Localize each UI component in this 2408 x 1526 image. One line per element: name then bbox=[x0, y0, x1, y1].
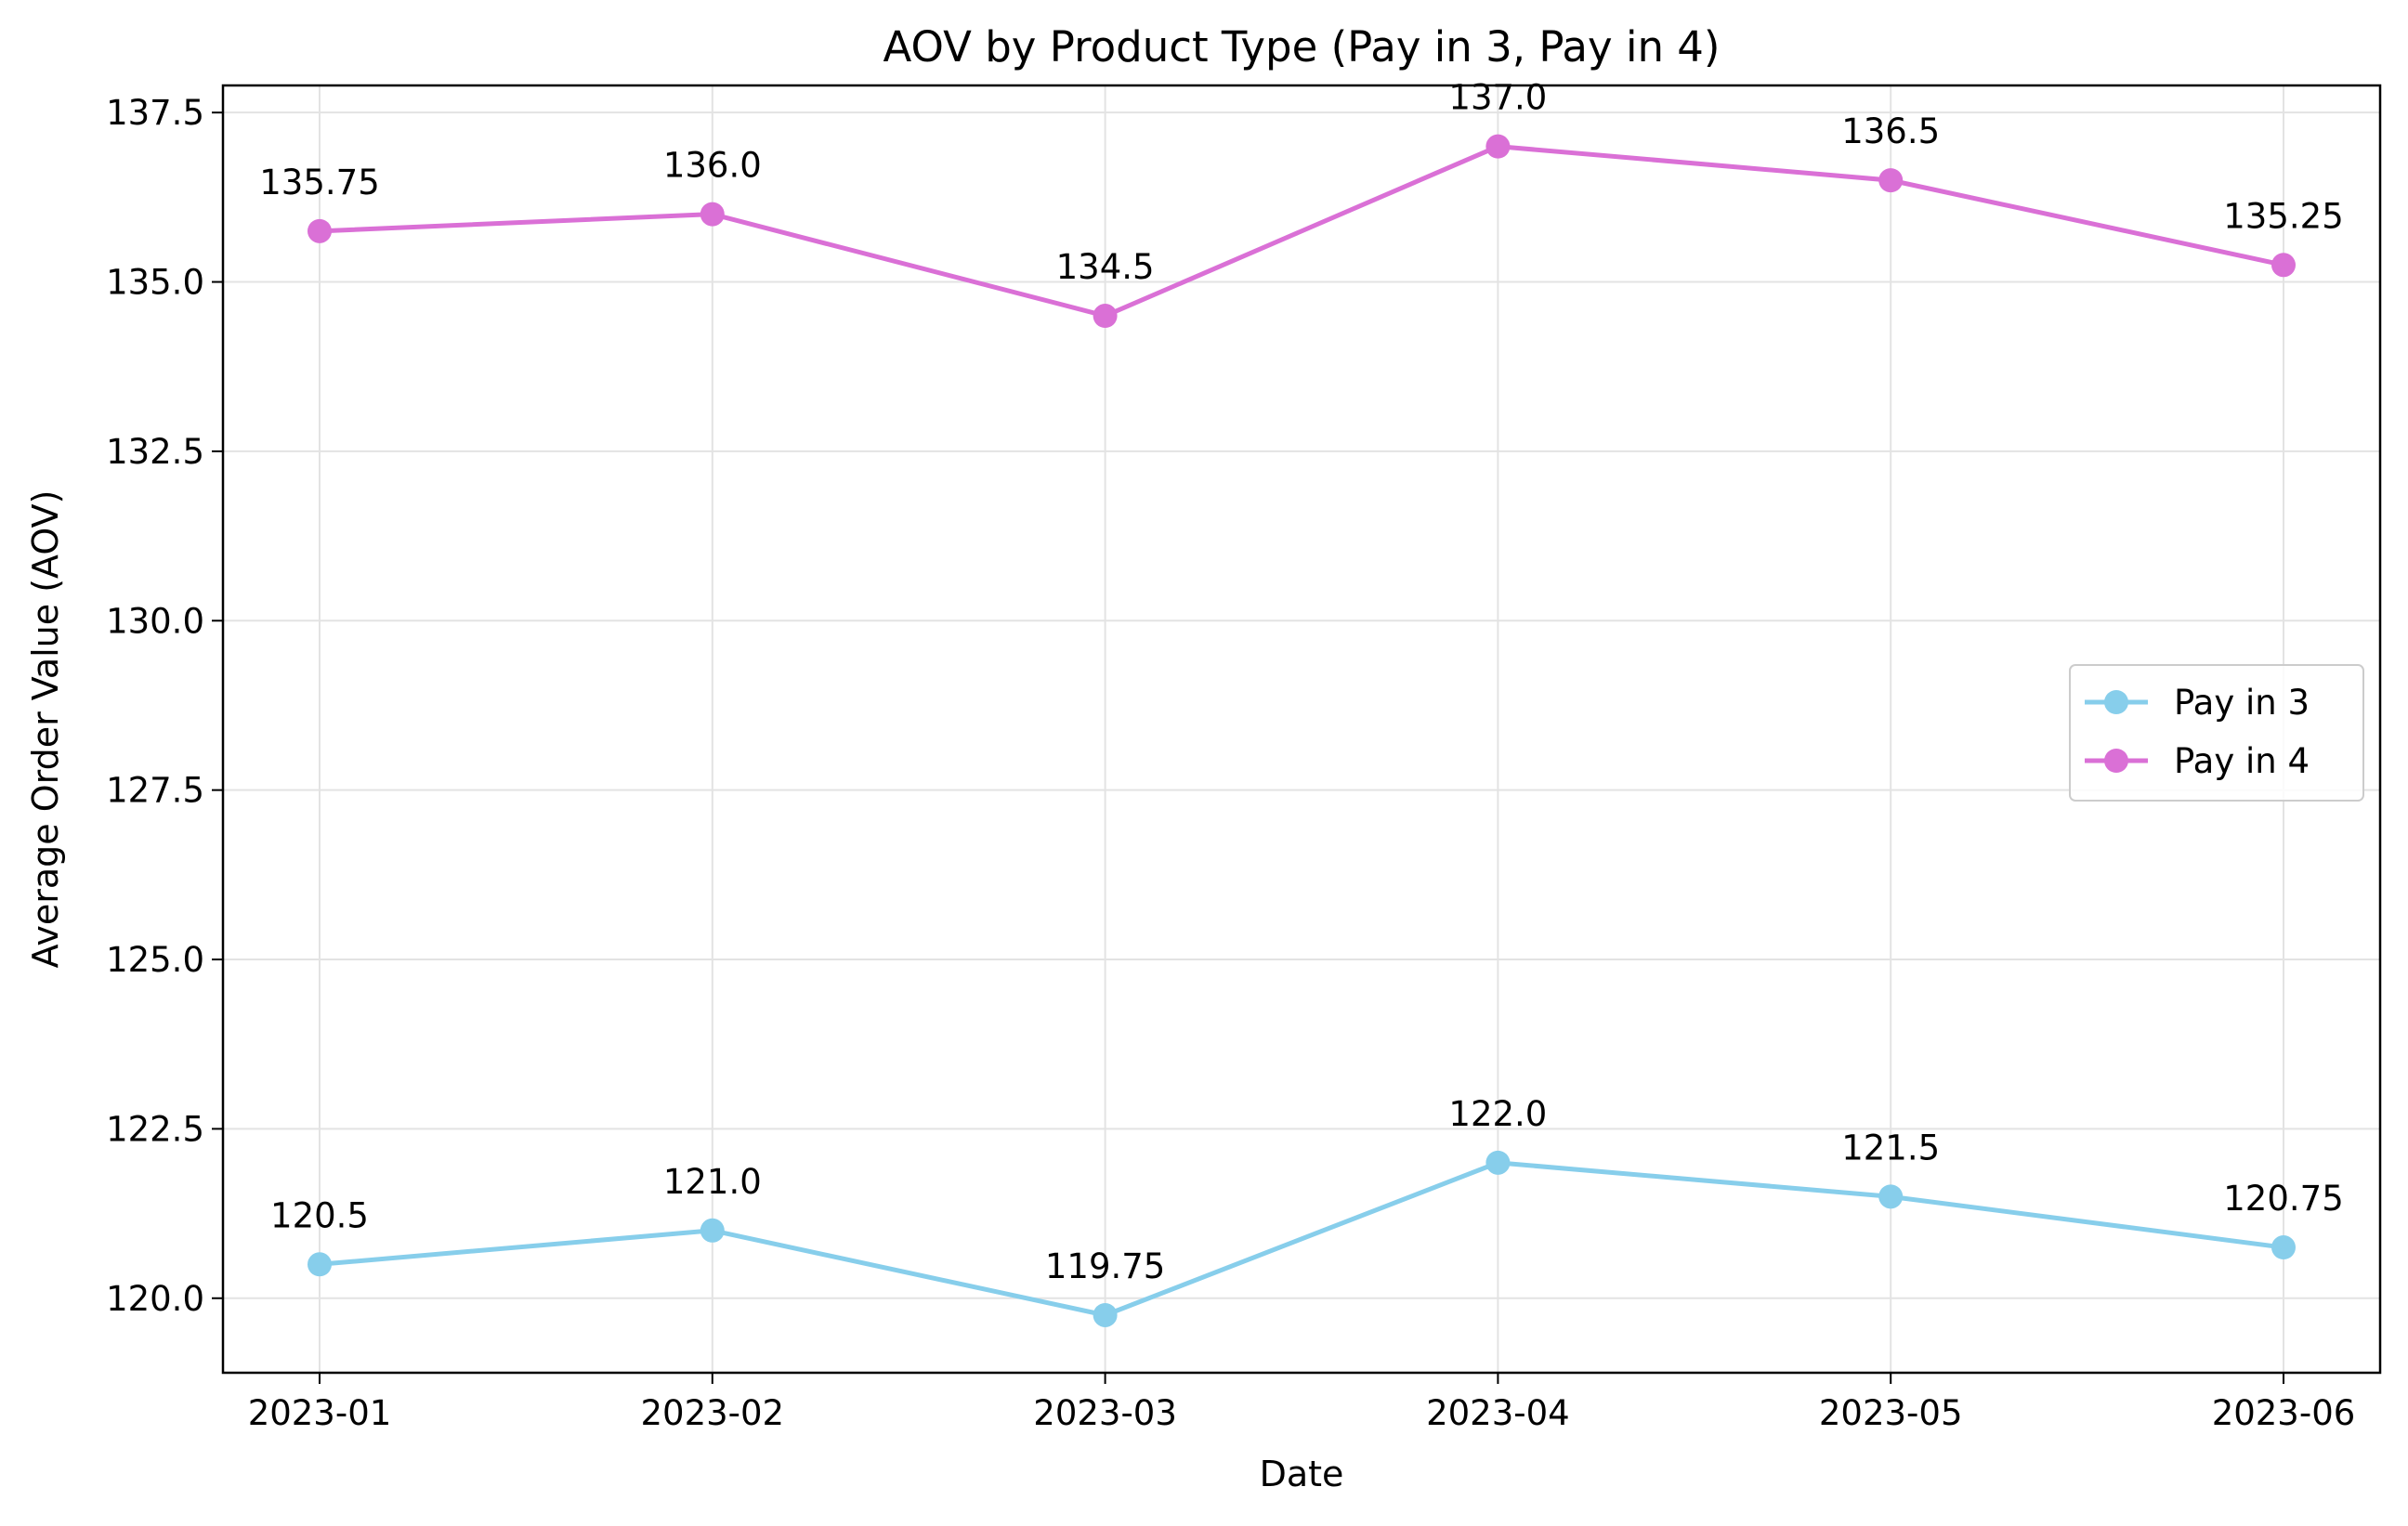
data-point-pay-in-4 bbox=[1485, 134, 1511, 159]
data-point-pay-in-4 bbox=[2271, 253, 2296, 278]
legend-marker-pay-in-4 bbox=[2104, 749, 2128, 773]
chart-title: AOV by Product Type (Pay in 3, Pay in 4) bbox=[883, 22, 1721, 72]
series-line-pay-in-4 bbox=[319, 144, 2284, 319]
data-label-pay-in-4: 136.0 bbox=[663, 146, 762, 186]
y-tick-label: 120.0 bbox=[106, 1279, 204, 1319]
y-tick-label: 135.0 bbox=[106, 263, 204, 303]
grid-layer bbox=[223, 85, 2380, 1373]
x-tick-label: 2023-06 bbox=[2212, 1393, 2356, 1433]
y-tick-label: 127.5 bbox=[106, 771, 204, 811]
y-tick-label: 125.0 bbox=[106, 940, 204, 980]
y-axis-label: Average Order Value (AOV) bbox=[25, 490, 66, 969]
data-label-pay-in-3: 121.5 bbox=[1841, 1128, 1940, 1167]
data-label-pay-in-4: 135.75 bbox=[259, 163, 379, 202]
data-label-pay-in-4: 135.25 bbox=[2223, 196, 2343, 236]
data-point-pay-in-3 bbox=[2271, 1235, 2296, 1260]
data-point-pay-in-3 bbox=[700, 1218, 725, 1243]
data-label-layer: 120.5 121.0 119.75 122.0 121.5 120.75 135.75 13… bbox=[259, 78, 2343, 1286]
x-tick-label: 2023-02 bbox=[640, 1393, 784, 1433]
data-label-pay-in-4: 137.0 bbox=[1448, 78, 1547, 118]
data-label-pay-in-3: 119.75 bbox=[1045, 1246, 1165, 1286]
legend-label-pay-in-4: Pay in 4 bbox=[2174, 741, 2310, 781]
data-label-pay-in-4: 136.5 bbox=[1841, 111, 1940, 151]
y-tick-label: 137.5 bbox=[106, 93, 204, 133]
legend: Pay in 3 Pay in 4 bbox=[2069, 664, 2364, 802]
data-point-pay-in-3 bbox=[1093, 1302, 1118, 1327]
data-label-pay-in-3: 120.5 bbox=[270, 1195, 369, 1235]
data-point-pay-in-4 bbox=[1878, 168, 1904, 193]
data-point-pay-in-4 bbox=[700, 202, 725, 227]
legend-marker-pay-in-3 bbox=[2104, 690, 2128, 714]
data-point-pay-in-3 bbox=[1878, 1184, 1904, 1209]
data-label-pay-in-4: 134.5 bbox=[1056, 247, 1155, 287]
series-layer bbox=[308, 134, 2296, 1327]
data-label-pay-in-3: 120.75 bbox=[2223, 1179, 2343, 1219]
data-label-pay-in-3: 121.0 bbox=[663, 1162, 762, 1202]
data-label-pay-in-3: 122.0 bbox=[1448, 1094, 1547, 1134]
data-point-pay-in-4 bbox=[1093, 304, 1118, 329]
tick-layer: 120.0 122.5 125.0 127.5 130.0 132.5 135.0 137.5… bbox=[106, 93, 2355, 1433]
data-point-pay-in-4 bbox=[308, 218, 332, 243]
x-tick-label: 2023-04 bbox=[1426, 1393, 1570, 1433]
x-tick-label: 2023-05 bbox=[1819, 1393, 1963, 1433]
x-tick-label: 2023-03 bbox=[1033, 1393, 1177, 1433]
plot-frame bbox=[221, 84, 2382, 1375]
legend-box bbox=[2069, 664, 2364, 802]
series-line-pay-in-3 bbox=[319, 1160, 2284, 1318]
y-tick-label: 132.5 bbox=[106, 432, 204, 472]
legend-label-pay-in-3: Pay in 3 bbox=[2174, 683, 2310, 723]
data-point-pay-in-3 bbox=[1485, 1150, 1511, 1175]
x-axis-label: Date bbox=[1260, 1454, 1344, 1494]
y-tick-label: 122.5 bbox=[106, 1109, 204, 1149]
data-point-pay-in-3 bbox=[308, 1252, 332, 1277]
y-tick-label: 130.0 bbox=[106, 601, 204, 641]
x-tick-label: 2023-01 bbox=[248, 1393, 392, 1433]
